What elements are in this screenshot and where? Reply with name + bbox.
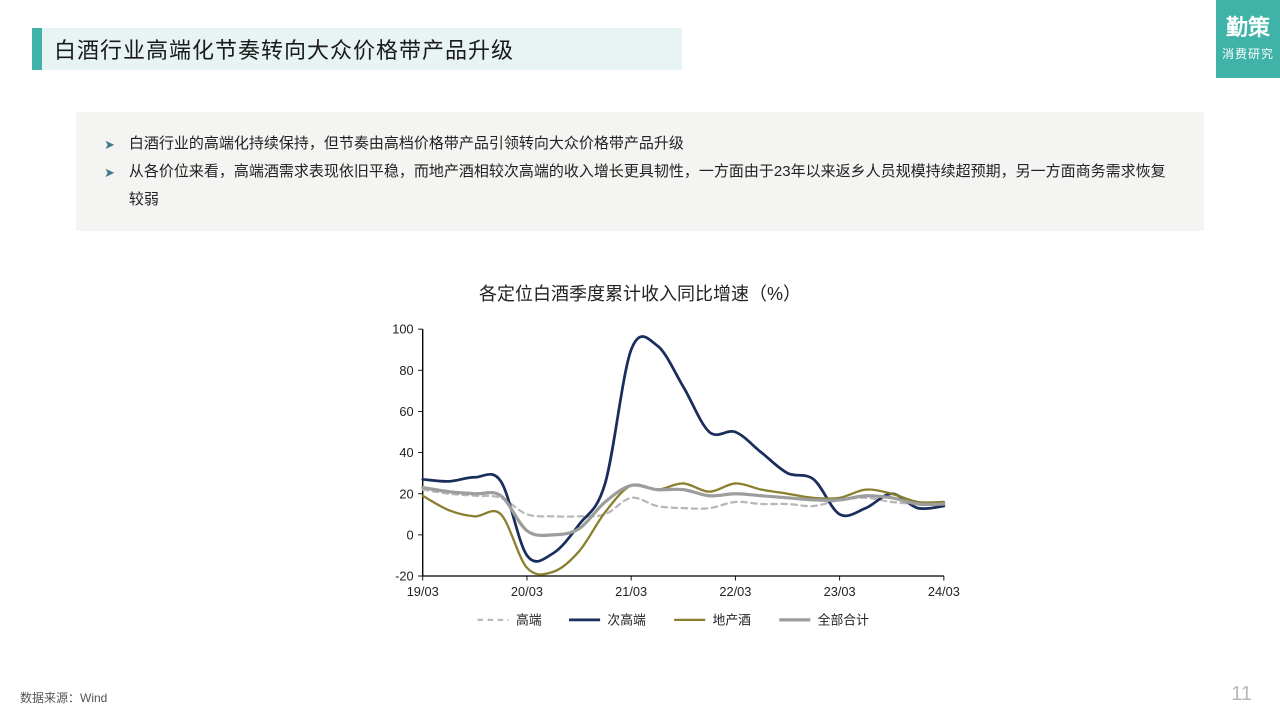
svg-text:24/03: 24/03 <box>928 584 960 599</box>
line-chart: -20 0 20 40 60 80 100 19/03 20/03 21/03 22/03 23/03… <box>350 320 980 640</box>
svg-text:22/03: 22/03 <box>719 584 751 599</box>
svg-text:23/03: 23/03 <box>824 584 856 599</box>
svg-text:次高端: 次高端 <box>607 612 646 627</box>
bullet-text: 白酒行业的高端化持续保持，但节奏由高档价格带产品引领转向大众价格带产品升级 <box>129 130 684 158</box>
svg-text:20/03: 20/03 <box>511 584 543 599</box>
svg-text:20: 20 <box>399 486 413 501</box>
svg-text:地产酒: 地产酒 <box>713 612 752 627</box>
svg-text:100: 100 <box>392 322 413 337</box>
bullet-arrow-icon: ➤ <box>104 133 115 157</box>
svg-text:80: 80 <box>399 363 413 378</box>
svg-text:-20: -20 <box>395 569 414 584</box>
svg-text:19/03: 19/03 <box>407 584 439 599</box>
title-accent <box>32 28 42 70</box>
svg-text:60: 60 <box>399 404 413 419</box>
svg-text:40: 40 <box>399 445 413 460</box>
logo-line1: 勤策 <box>1226 16 1270 40</box>
chart-title: 各定位白酒季度累计收入同比增速（%） <box>0 280 1280 306</box>
bullet-text: 从各价位来看，高端酒需求表现依旧平稳，而地产酒相较次高端的收入增长更具韧性，一方… <box>129 158 1176 214</box>
title-bar: 白酒行业高端化节奏转向大众价格带产品升级 <box>32 28 682 70</box>
bullets-box: ➤ 白酒行业的高端化持续保持，但节奏由高档价格带产品引领转向大众价格带产品升级 … <box>76 112 1204 231</box>
bullet-arrow-icon: ➤ <box>104 161 115 185</box>
svg-text:21/03: 21/03 <box>615 584 647 599</box>
bullet-row: ➤ 白酒行业的高端化持续保持，但节奏由高档价格带产品引领转向大众价格带产品升级 <box>104 130 1176 158</box>
data-source: 数据来源：Wind <box>20 689 107 706</box>
svg-text:全部合计: 全部合计 <box>818 612 869 627</box>
bullet-row: ➤ 从各价位来看，高端酒需求表现依旧平稳，而地产酒相较次高端的收入增长更具韧性，… <box>104 158 1176 214</box>
svg-text:高端: 高端 <box>516 612 542 627</box>
logo-line2: 消费研究 <box>1222 45 1274 62</box>
page-number: 11 <box>1231 683 1252 706</box>
page-title: 白酒行业高端化节奏转向大众价格带产品升级 <box>54 33 514 65</box>
svg-text:0: 0 <box>406 527 413 542</box>
chart-svg: -20 0 20 40 60 80 100 19/03 20/03 21/03 22/03 23/03… <box>350 320 980 640</box>
brand-logo: 勤策 消费研究 <box>1216 0 1280 78</box>
